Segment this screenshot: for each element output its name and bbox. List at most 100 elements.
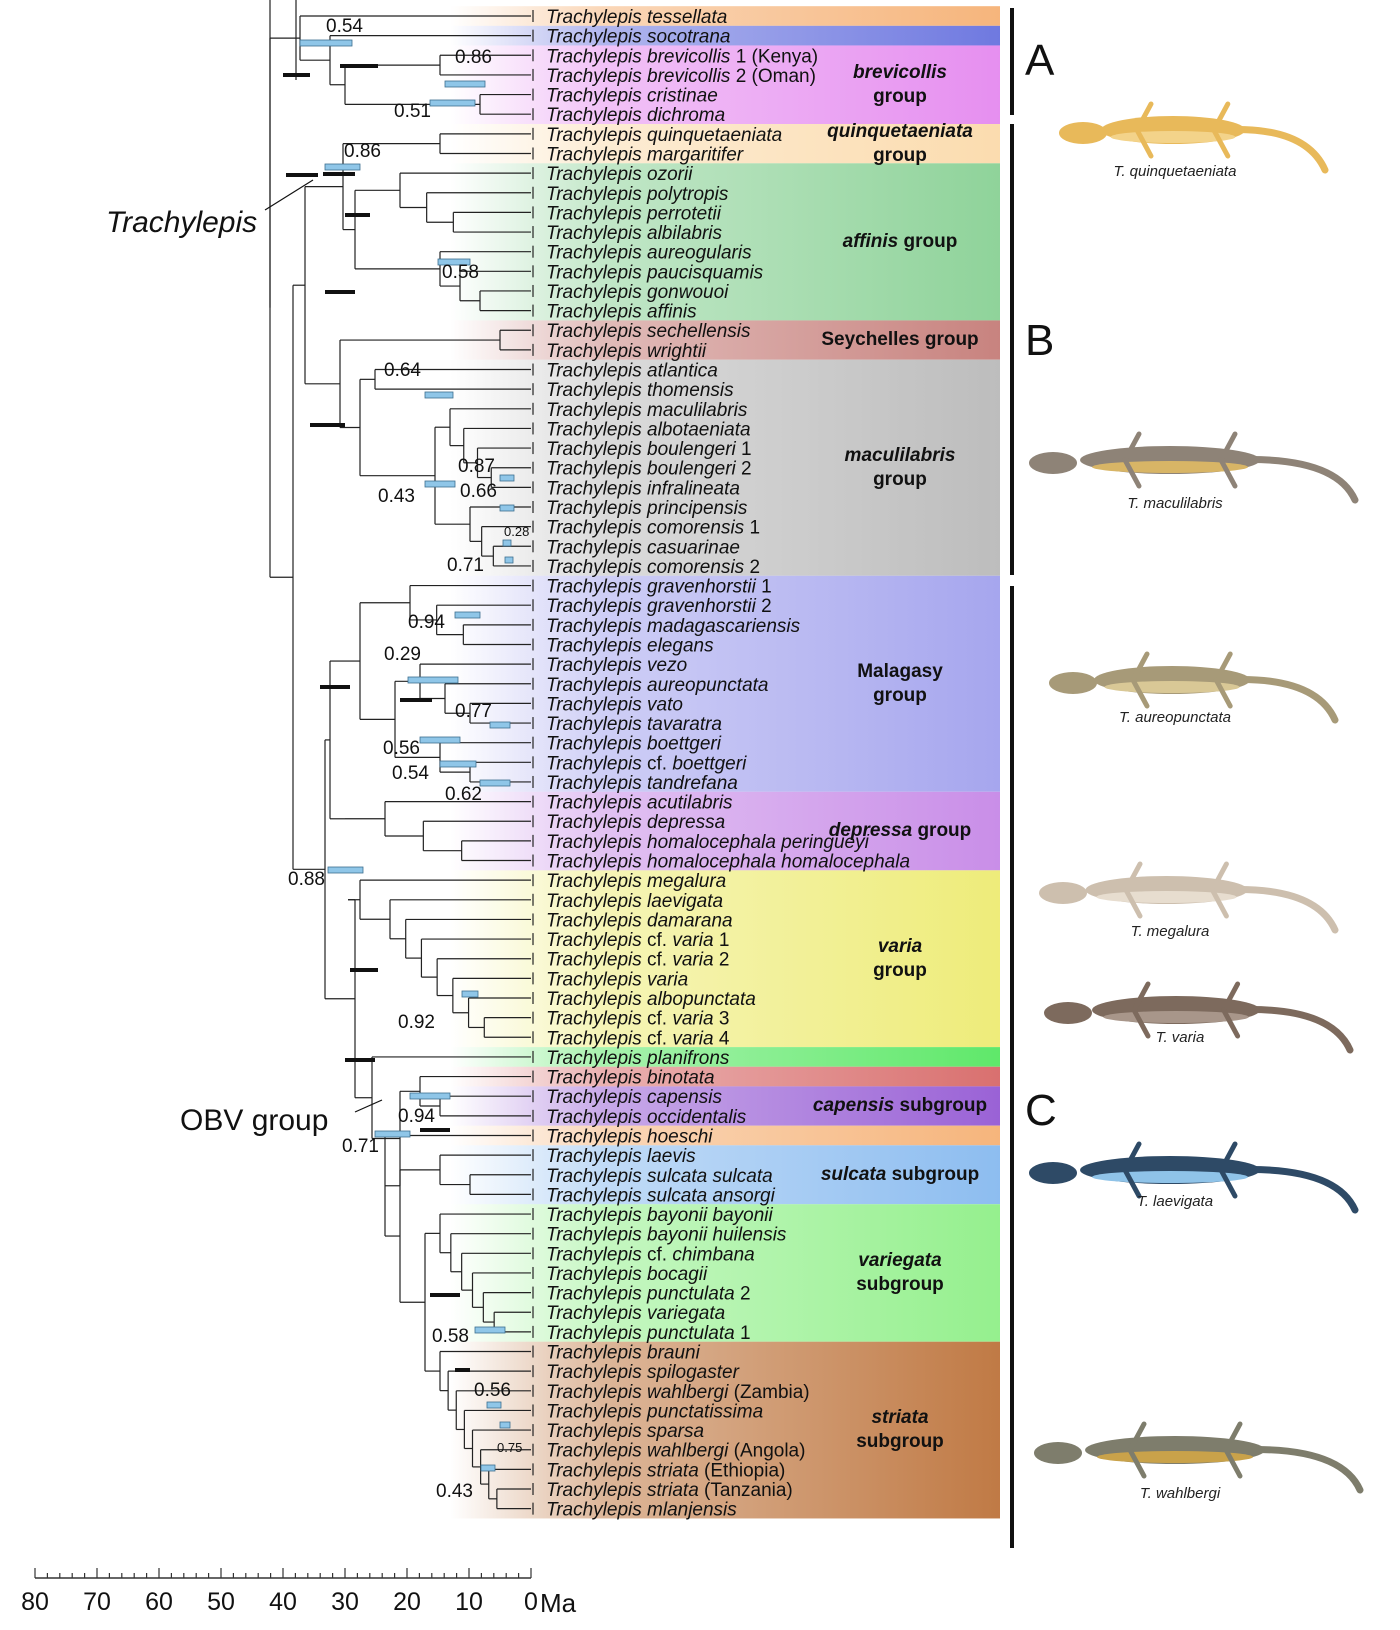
posterior-bar [424,480,456,488]
axis-tick-label: 80 [21,1588,49,1616]
group-label: varia group [800,935,1000,983]
group-label-italic: brevicollis [853,61,947,83]
obv-group-label: OBV group [180,1104,329,1137]
group-label-line: maculilabris [800,444,1000,468]
taxon-label-part: 1 [736,439,752,460]
taxon-label-part: homalocephala peringueyi [647,832,870,853]
taxon-label-part: chimbana [672,1244,754,1265]
lizard-quinquetaeniata-leg [1134,127,1154,159]
taxon-label-part: Trachylepis [546,1362,647,1383]
taxon-label-part: infralineata [647,478,740,499]
axis-tick-label: 10 [455,1588,483,1616]
taxon-label: Trachylepis socotrana [546,27,730,48]
taxon-label-part: Trachylepis [546,1107,647,1128]
taxon-label: Trachylepis bayonii huilensis [546,1225,787,1246]
group-band [450,1341,1000,1519]
taxon-label-part: Trachylepis [546,793,647,814]
axis-tick-label: 30 [331,1588,359,1616]
taxon-label-part: Trachylepis [546,969,647,990]
taxon-label-part: (Ethiopia) [699,1460,786,1481]
group-label-text: group [873,959,927,981]
taxon-label: Trachylepis bocagii [546,1264,708,1285]
taxon-label-part: 1 (Kenya) [730,46,818,67]
group-label-text: subgroup [894,1095,988,1117]
taxon-label-part: spilogaster [647,1362,740,1383]
posterior-bar [324,163,361,171]
group-band [450,1086,1000,1126]
taxon-label-part: Trachylepis [546,419,647,440]
taxon-label-part: homalocephala homalocephala [647,852,910,873]
axis-tick-label: 50 [207,1588,235,1616]
group-band [450,6,1000,26]
taxon-label-part: Trachylepis [546,989,647,1010]
taxon-label-part: cf. [647,950,672,971]
taxon-label-part: Trachylepis [546,1185,647,1206]
group-label-text: subgroup [856,1273,944,1295]
axis-tick-label: 0 [524,1588,538,1616]
taxon-label: Trachylepis hoeschi [546,1126,713,1147]
lizard-aureopunctata-leg [1213,677,1233,709]
node-support-label: 0.54 [326,16,363,37]
taxon-label-part: elegans [647,635,714,656]
group-label-text: group [873,85,927,107]
taxon-label: Trachylepis bayonii bayonii [546,1205,773,1226]
taxon-label-part: bayonii huilensis [647,1225,787,1246]
lizard-megalura-leg [1123,887,1143,919]
taxon-label-part: varia [672,950,713,971]
taxon-label-part: laevigata [647,891,723,912]
taxon-label-part: occidentalis [647,1107,747,1128]
node-support-label: 0.58 [442,262,479,283]
taxon-label: Trachylepis cf. boettgeri [546,753,747,774]
taxon-label-part: Trachylepis [546,812,647,833]
taxon-label-part: varia [647,969,688,990]
taxon-label: Trachylepis mlanjensis [546,1500,737,1521]
clade-letter-c: C [1025,1086,1057,1135]
taxon-label-part: varia [672,1009,713,1030]
taxon-label-part: capensis [647,1087,722,1108]
group-label-italic: maculilabris [844,444,956,466]
taxon-label: Trachylepis maculilabris [546,400,748,421]
taxon-label-part: Trachylepis [546,498,647,519]
taxon-label-part: albilabris [647,223,722,244]
taxon-label-part: maculilabris [647,400,748,421]
group-label-line: quinquetaeniata [800,120,1000,144]
taxon-label: Trachylepis wahlbergi (Zambia) [546,1382,810,1403]
taxon-label-part: polytropis [646,184,729,205]
taxon-label-part: madagascariensis [647,616,801,637]
taxon-label: Trachylepis brauni [546,1343,701,1364]
taxon-label-part: brauni [647,1343,701,1364]
taxon-label-part: 2 [736,459,752,480]
group-band [450,163,1000,321]
taxon-label-part: Trachylepis [546,1441,647,1462]
taxon-label: Trachylepis wahlbergi (Angola) [546,1441,805,1462]
taxon-label-part: punctulata [646,1284,735,1305]
group-label-line: group [800,144,1000,168]
axis-tick-label: 40 [269,1588,297,1616]
lizard-quinquetaeniata-head [1059,122,1107,144]
node-support-label: 0.54 [392,763,429,784]
posterior-bar [407,676,459,684]
taxon-label-part: 3 [714,1009,730,1030]
node-support-label: 0.75 [497,1440,522,1455]
taxon-label-part: Trachylepis [546,655,647,676]
taxon-label: Trachylepis comorensis 2 [546,557,760,578]
group-label: Seychelles group [800,328,1000,352]
trachylepis-label: Trachylepis [106,206,258,239]
posterior-bar [499,474,515,482]
axis-tick-label: 20 [393,1588,421,1616]
taxon-label: Trachylepis planifrons [546,1048,730,1069]
taxon-label: Trachylepis capensis [546,1087,723,1108]
taxon-label: Trachylepis aureopunctata [546,675,769,696]
taxon-label: Trachylepis vato [546,694,683,715]
taxon-label-part: Trachylepis [546,262,647,283]
taxon-label-part: cristinae [647,86,718,107]
group-band [450,320,1000,360]
lizard-maculilabris-head [1029,452,1077,474]
taxon-label-part: laevis [647,1146,696,1167]
taxon-label-part: Trachylepis [546,1244,647,1265]
group-label: depressa group [800,819,1000,843]
taxon-label-part: depressa [647,812,725,833]
taxon-label-part: albopunctata [647,989,756,1010]
lizard-maculilabris-leg [1218,431,1238,463]
taxon-label-part: Trachylepis [546,675,647,696]
